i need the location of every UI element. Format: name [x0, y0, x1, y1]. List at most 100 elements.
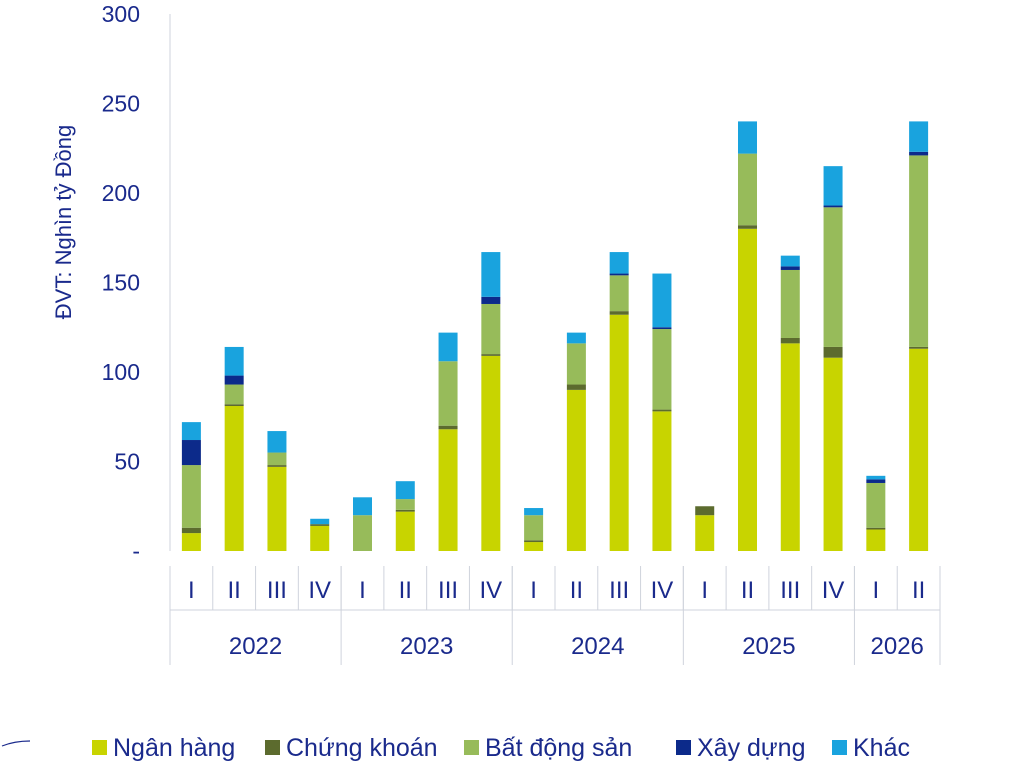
bar-segment [353, 497, 372, 516]
x-tick-label: I [701, 577, 708, 604]
legend-item: Xây dựng [676, 734, 805, 762]
bar-segment [609, 252, 629, 274]
bar-segment [481, 354, 501, 356]
bar-segment [310, 518, 330, 525]
legend-label: Bất động sản [485, 734, 632, 762]
bar-stack [438, 332, 458, 551]
x-group-label: 2022 [229, 633, 282, 660]
bar-segment [438, 429, 458, 551]
legend-item: Chứng khoán [265, 734, 438, 762]
bar-stack [695, 506, 715, 551]
bar-segment [609, 311, 629, 315]
bar-segment [181, 533, 201, 551]
legend-swatch [676, 740, 691, 755]
x-tick-label: III [438, 577, 458, 604]
bar-stack [909, 121, 929, 551]
bar-segment [738, 225, 757, 229]
bar-segment [566, 389, 586, 551]
bar-stack [609, 252, 629, 551]
bar-segment [267, 452, 287, 466]
x-tick-label: IV [479, 577, 502, 604]
x-group-label: 2025 [742, 633, 795, 660]
legend-label: Xây dựng [697, 734, 805, 762]
bar-segment [181, 465, 201, 528]
bar-segment [866, 482, 886, 528]
bar-segment [780, 269, 800, 338]
y-axis-ticks: 300 250 200 150 100 50 - [102, 1, 140, 564]
bar-segment [780, 266, 800, 270]
bar-segment [481, 296, 501, 304]
bar-segment [823, 205, 843, 208]
decorative-stroke [1, 740, 31, 747]
bar-segment [224, 346, 244, 376]
bar-segment [652, 329, 672, 410]
bar-segment [438, 361, 458, 426]
bar-segment [738, 228, 757, 552]
bar-segment [181, 440, 201, 466]
bar-segment [224, 406, 244, 551]
bar-segment [566, 343, 586, 385]
x-tick-label: II [399, 577, 412, 604]
legend-swatch [265, 740, 280, 755]
bar-segment [695, 506, 715, 516]
legend-swatch [92, 740, 107, 755]
y-tick-label: 300 [102, 1, 140, 27]
x-group-label: 2023 [400, 633, 453, 660]
x-tick-label: III [609, 577, 629, 604]
bar-segment [524, 540, 544, 543]
bar-segment [310, 525, 330, 551]
bars [181, 121, 929, 552]
bar-segment [652, 327, 672, 330]
x-tick-label: I [188, 577, 195, 604]
bar-segment [395, 481, 415, 500]
bar-stack [395, 481, 415, 551]
bar-segment [267, 465, 287, 467]
bar-stack [481, 252, 501, 551]
bar-segment [609, 273, 629, 276]
x-tick-label: III [267, 577, 287, 604]
y-tick-label: 100 [102, 359, 140, 385]
bar-stack [866, 475, 886, 551]
y-tick-label: 50 [114, 449, 140, 475]
bar-segment [909, 346, 929, 349]
legend-item: Bất động sản [464, 734, 632, 762]
legend: Ngân hàng Chứng khoán Bất động sản Xây dựng… [92, 734, 910, 762]
bar-segment [481, 303, 501, 355]
bar-stack [652, 273, 672, 551]
bar-segment [738, 153, 757, 226]
x-group-label: 2026 [871, 633, 924, 660]
legend-swatch [832, 740, 847, 755]
bar-segment [823, 166, 843, 206]
x-tick-label: I [872, 577, 879, 604]
y-tick-label: 200 [102, 180, 140, 206]
bar-segment [652, 409, 672, 412]
bar-segment [652, 273, 672, 328]
bar-segment [566, 384, 586, 390]
bar-stack [524, 508, 544, 551]
x-tick-label: I [530, 577, 537, 604]
bar-segment [481, 355, 501, 551]
bar-segment [738, 121, 757, 154]
bar-segment [780, 343, 800, 551]
bar-segment [524, 508, 544, 516]
bar-segment [395, 511, 415, 551]
bar-segment [866, 529, 886, 551]
bar-stack [310, 518, 330, 551]
bar-stack [738, 121, 757, 552]
bar-segment [909, 348, 929, 551]
bar-segment [524, 542, 544, 551]
bar-segment [909, 151, 929, 156]
bar-segment [566, 332, 586, 344]
bar-segment [438, 425, 458, 430]
bar-segment [438, 332, 458, 362]
bar-segment [866, 475, 886, 480]
x-tick-label: II [912, 577, 925, 604]
legend-item: Khác [832, 734, 910, 762]
x-tick-label: II [227, 577, 240, 604]
bar-segment [481, 252, 501, 297]
x-tick-label: IV [822, 577, 845, 604]
legend-label: Ngân hàng [113, 734, 235, 762]
bar-segment [181, 527, 201, 534]
bar-stack [267, 431, 287, 551]
